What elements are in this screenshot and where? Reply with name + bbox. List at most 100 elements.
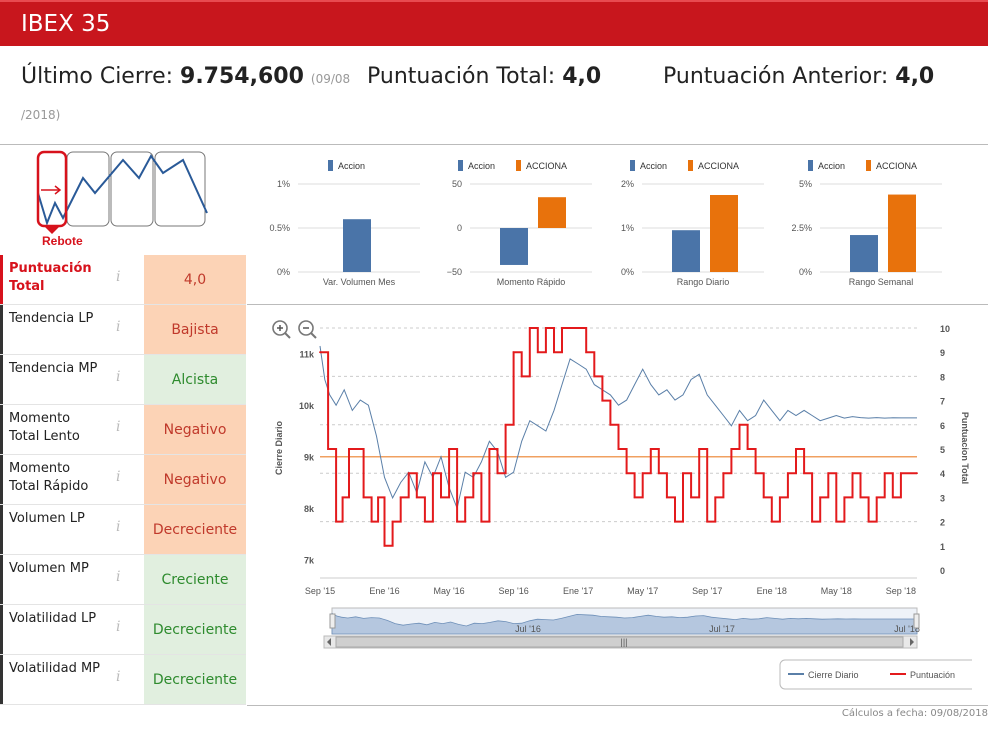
scrollbar-thumb[interactable] xyxy=(335,636,904,648)
scroll-right-arrow-icon[interactable] xyxy=(910,638,914,646)
series-cierre-diario xyxy=(319,345,917,510)
legend-label: ACCIONA xyxy=(876,161,917,171)
info-icon[interactable]: i xyxy=(116,369,121,385)
data-point xyxy=(787,472,789,475)
navigator-series xyxy=(331,612,918,635)
spark-box-2 xyxy=(66,151,110,227)
data-point xyxy=(440,496,442,499)
info-icon[interactable]: i xyxy=(116,269,121,285)
data-point xyxy=(835,520,838,523)
y2-axis-title: Puntuacion Total xyxy=(960,412,970,484)
info-icon[interactable]: i xyxy=(116,669,121,685)
legend-label: ACCIONA xyxy=(698,161,739,171)
data-point xyxy=(569,327,571,329)
data-point xyxy=(875,496,878,499)
info-icon[interactable]: i xyxy=(116,519,121,535)
ultimo-cierre-value: 9.754,600 xyxy=(180,64,304,89)
data-point xyxy=(883,472,886,475)
y2-tick-label: 5 xyxy=(940,445,945,455)
y-tick-label: 0 xyxy=(457,223,462,233)
data-point xyxy=(335,520,338,523)
legend-swatch xyxy=(866,160,871,171)
x-category-label: Rango Diario xyxy=(677,277,730,287)
footer-date: Cálculos a fecha: 09/08/2018 xyxy=(841,708,988,719)
y-tick-label: 9k xyxy=(304,453,315,463)
zoom-in-icon-handle[interactable] xyxy=(284,332,291,339)
y-tick-label: 0% xyxy=(799,267,812,277)
data-point xyxy=(472,472,475,475)
scroll-left-arrow-icon[interactable] xyxy=(327,638,331,646)
data-point xyxy=(319,351,321,354)
spark-arrow-head xyxy=(54,185,62,195)
bar xyxy=(850,235,878,272)
data-point xyxy=(770,520,773,523)
info-icon[interactable]: i xyxy=(116,469,121,485)
data-point xyxy=(464,496,467,499)
data-point xyxy=(859,496,862,499)
data-point xyxy=(803,472,805,475)
y2-tick-label: 0 xyxy=(940,566,945,576)
data-point xyxy=(448,448,450,450)
data-point xyxy=(633,496,636,499)
data-point xyxy=(399,496,402,499)
y2-tick-label: 2 xyxy=(940,518,945,528)
x-tick-label: Sep '16 xyxy=(498,586,528,596)
legend-label-puntuacion: Puntuación xyxy=(910,670,955,680)
data-point xyxy=(480,520,483,523)
criteria-name: Momento Total Lento xyxy=(0,405,102,454)
zoom-out-icon-handle[interactable] xyxy=(310,332,317,339)
data-point xyxy=(504,423,507,426)
mini-chart-var-volumen: Accion 1% 0.5% 0% Var. Volumen Mes xyxy=(269,160,420,287)
zoom-out-icon[interactable] xyxy=(298,320,317,339)
criteria-value: 4,0 xyxy=(144,255,246,304)
data-point xyxy=(601,399,604,402)
data-point xyxy=(738,423,741,426)
ultimo-cierre: Último Cierre: 9.754,600 (09/08 xyxy=(21,64,350,89)
criteria-name: Puntuación Total xyxy=(0,255,102,304)
criteria-name: Volumen MP xyxy=(0,555,102,604)
data-point xyxy=(625,472,628,475)
criteria-name: Tendencia LP xyxy=(0,305,102,354)
info-icon[interactable]: i xyxy=(116,569,121,585)
data-point xyxy=(851,472,854,475)
y2-tick-label: 9 xyxy=(940,348,945,358)
x-tick-label: Ene '18 xyxy=(757,586,787,596)
data-point xyxy=(690,496,693,499)
info-icon[interactable]: i xyxy=(116,419,121,435)
spark-line xyxy=(37,154,208,227)
info-icon[interactable]: i xyxy=(116,619,121,635)
data-point xyxy=(407,472,410,475)
data-point xyxy=(899,472,902,475)
data-point xyxy=(698,448,701,450)
data-point xyxy=(916,472,918,475)
legend-label-cierre: Cierre Diario xyxy=(808,670,859,680)
data-point xyxy=(553,351,555,354)
data-point xyxy=(370,520,373,523)
x-tick-label: Sep '15 xyxy=(305,586,335,596)
info-icon[interactable]: i xyxy=(116,319,121,335)
zoom-in-icon-lens[interactable] xyxy=(272,320,288,336)
data-point xyxy=(528,327,531,329)
data-point xyxy=(666,496,668,499)
y-axis-title: Cierre Diario xyxy=(274,420,284,475)
legend-swatch xyxy=(808,160,813,171)
y2-tick-label: 4 xyxy=(940,469,945,479)
puntuacion-anterior-value: 4,0 xyxy=(895,64,935,89)
criteria-row: Volatilidad LP i Decreciente xyxy=(0,605,246,655)
data-point xyxy=(585,351,588,354)
data-point xyxy=(391,520,394,523)
puntuacion-anterior-label: Puntuación Anterior: xyxy=(663,64,896,89)
data-point xyxy=(415,496,418,499)
data-point xyxy=(682,472,684,475)
zoom-out-icon-lens[interactable] xyxy=(298,320,314,336)
data-point xyxy=(891,496,894,499)
navigator-handle-left[interactable] xyxy=(329,613,336,629)
navigator-handle-right[interactable] xyxy=(913,613,920,629)
data-point xyxy=(811,520,814,523)
x-category-label: Var. Volumen Mes xyxy=(323,277,396,287)
y-tick-label: 2.5% xyxy=(791,223,812,233)
main-legend xyxy=(779,659,972,690)
zoom-in-icon[interactable] xyxy=(272,320,291,339)
spark-box-4 xyxy=(154,151,206,227)
